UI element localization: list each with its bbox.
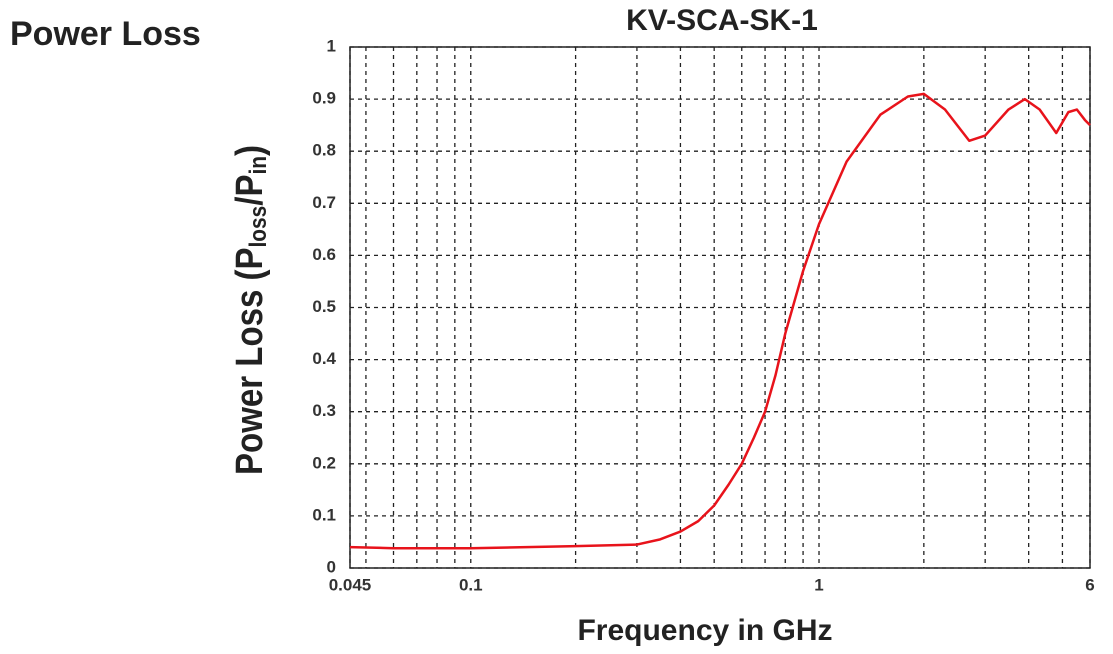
annotation: Power Loss [10, 15, 201, 53]
plot-frame [349, 46, 1091, 569]
y-tick-label: 1 [327, 36, 336, 55]
x-tick-label: 1 [814, 575, 823, 594]
y-tick-label: 0.8 [312, 141, 336, 160]
y-tick-label: 0.3 [312, 401, 336, 420]
y-label-sub: in [245, 156, 272, 175]
chart-title: KV-SCA-SK-1 [626, 4, 818, 37]
y-tick-label: 0.1 [312, 505, 336, 524]
x-tick-label: 0.1 [459, 575, 483, 594]
x-tick-label: 6 [1085, 575, 1094, 594]
y-tick-label: 0.9 [312, 89, 336, 108]
y-tick-label: 0.7 [312, 193, 336, 212]
x-tick-label: 0.045 [329, 575, 372, 594]
y-tick-label: 0.2 [312, 453, 336, 472]
y-axis-label: Power Loss (Ploss/Pin) [229, 145, 272, 475]
y-tick-label: 0.6 [312, 245, 336, 264]
x-axis-label: Frequency in GHz [577, 614, 832, 647]
y-label-sub: loss [245, 206, 272, 248]
y-tick-label: 0.5 [312, 297, 336, 316]
data-line [349, 92, 1091, 550]
y-tick-label: 0.4 [312, 349, 336, 368]
y-label-part: Power Loss (P [229, 247, 271, 475]
y-label-part: ) [229, 145, 271, 156]
y-tick-label: 0 [327, 557, 336, 576]
y-label-part: /P [229, 175, 271, 206]
